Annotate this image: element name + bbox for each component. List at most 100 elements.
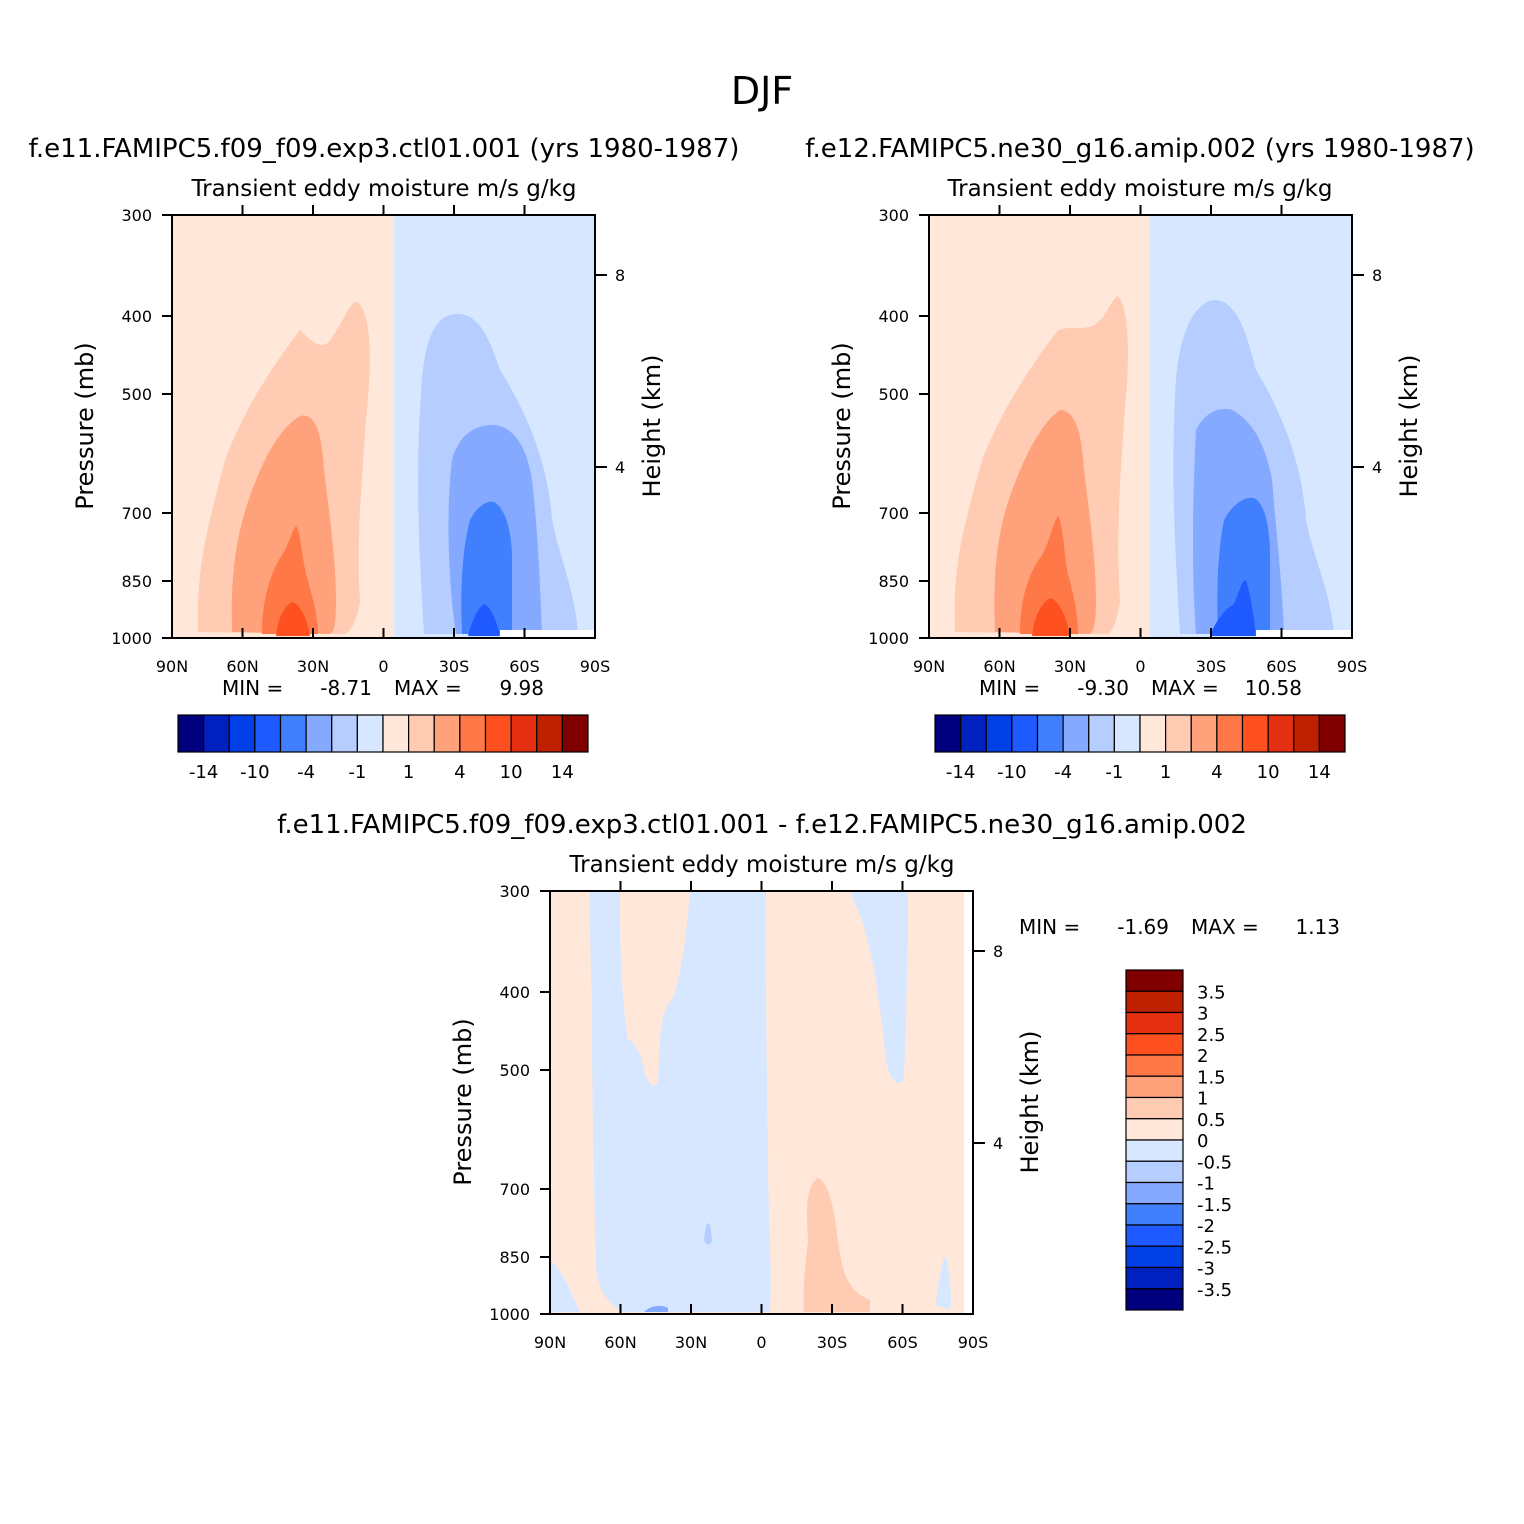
colorbar-label: 2.5 <box>1197 1025 1226 1046</box>
p3-ytick-label: 400 <box>499 983 530 1002</box>
colorbar-swatch <box>1125 1096 1184 1120</box>
colorbar-label: 10 <box>500 762 523 783</box>
p1-ytick-label: 300 <box>121 206 152 225</box>
colorbar-label: -10 <box>240 762 269 783</box>
p2-fill-missing <box>1256 630 1352 638</box>
p2-xtick-label: 90N <box>913 657 945 676</box>
p3-max-value: 1.13 <box>1295 915 1340 939</box>
p1-ylabel: Pressure (mb) <box>71 342 99 509</box>
p1-xtick-label: 60N <box>226 657 258 676</box>
p3-min-label: MIN = <box>1019 915 1080 939</box>
colorbar-swatch <box>203 714 230 753</box>
p1-fill-pos-2 <box>231 415 336 634</box>
p1-ytick-label: 700 <box>121 504 152 523</box>
colorbar-swatch <box>254 714 282 753</box>
colorbar-swatch <box>1088 714 1115 753</box>
p2-xtick-label: 60N <box>983 657 1015 676</box>
panel-1-title: f.e11.FAMIPC5.f09_f09.exp3.ctl01.001 (yr… <box>29 134 740 164</box>
p3-xtick-label: 60S <box>887 1333 918 1352</box>
p3-fill-pos-2 <box>803 1178 870 1312</box>
colorbar-label: -4 <box>1054 762 1072 783</box>
colorbar-swatch <box>356 714 384 753</box>
p1-fill-pos-3 <box>262 526 318 634</box>
colorbar-label: 1 <box>1197 1089 1208 1110</box>
p3-max-label: MAX = <box>1191 915 1259 939</box>
p2-xtick-label: 0 <box>1135 657 1145 676</box>
p3-xtick-label: 30S <box>817 1333 848 1352</box>
colorbar-label: 1.5 <box>1197 1067 1226 1088</box>
colorbar-swatch <box>1011 714 1039 753</box>
p3-ytick-label: 1000 <box>489 1305 530 1324</box>
colorbar-swatch <box>331 714 358 753</box>
p2-min-label: MIN = <box>979 676 1040 700</box>
p2-xtick-label: 30N <box>1054 657 1086 676</box>
colorbar-swatch <box>1125 1203 1184 1226</box>
p2-yright-tick-label: 4 <box>1372 458 1382 477</box>
p2-fill-pos-2 <box>994 410 1096 634</box>
colorbar-swatch <box>459 714 487 753</box>
p1-ytick-label: 850 <box>121 572 152 591</box>
colorbar-swatch <box>1165 714 1192 753</box>
p1-min-label: MIN = <box>222 676 283 700</box>
p2-ytick-label: 300 <box>878 206 909 225</box>
p2-xtick-label: 60S <box>1266 657 1297 676</box>
colorbar-swatch <box>536 714 563 753</box>
colorbar-swatch <box>1125 1139 1184 1162</box>
p3-ytick-label: 500 <box>499 1061 530 1080</box>
panel-2-title: f.e12.FAMIPC5.ne30_g16.amip.002 (yrs 198… <box>805 134 1474 164</box>
colorbar-swatch <box>1125 1033 1184 1056</box>
p1-max-label: MAX = <box>394 676 462 700</box>
p2-xtick-label: 90S <box>1337 657 1368 676</box>
panel-2-axes: 90N 60N 30N 0 30S 60S 90S 300 400 500 70… <box>828 205 1423 676</box>
p1-max-value: 9.98 <box>499 676 544 700</box>
colorbar-swatch <box>960 714 987 753</box>
colorbar-swatch <box>1125 1075 1184 1099</box>
colorbar-label: 3 <box>1197 1004 1208 1025</box>
p1-xtick-label: 30S <box>439 657 470 676</box>
p2-ytick-label: 400 <box>878 307 909 326</box>
colorbar-label: 3.5 <box>1197 982 1226 1003</box>
colorbar-label: -2.5 <box>1197 1237 1232 1258</box>
colorbar-label: -1 <box>1105 762 1123 783</box>
p1-ytick-label: 400 <box>121 307 152 326</box>
p2-max-value: 10.58 <box>1245 676 1302 700</box>
p1-fill-pos-4 <box>276 602 310 636</box>
colorbar-swatch <box>510 714 538 753</box>
p3-ytick-label: 300 <box>499 882 530 901</box>
colorbar-swatch <box>561 714 589 753</box>
p3-ylabel-right: Height (km) <box>1016 1031 1044 1174</box>
p3-fill-neg-right <box>850 891 908 1084</box>
colorbar-label: -10 <box>997 762 1026 783</box>
p3-fill-neg-dot <box>704 1223 712 1245</box>
colorbar-label: 2 <box>1197 1046 1208 1067</box>
p1-fill-neg-3 <box>461 501 512 634</box>
p1-ytick-label: 500 <box>121 385 152 404</box>
p2-fill-neg-4 <box>1210 580 1256 636</box>
p1-xtick-label: 30N <box>297 657 329 676</box>
colorbar-swatch <box>1139 714 1167 753</box>
p3-fill-neg-left <box>550 1260 580 1312</box>
colorbar-label: -3 <box>1197 1259 1215 1280</box>
p2-ylabel: Pressure (mb) <box>828 342 856 509</box>
colorbar-swatch <box>1125 1181 1184 1205</box>
colorbar-swatch <box>1113 714 1141 753</box>
colorbar-label: -14 <box>189 762 218 783</box>
p2-fill-pos-4 <box>1032 598 1070 636</box>
p1-min-value: -8.71 <box>320 676 372 700</box>
p1-xtick-label: 60S <box>509 657 540 676</box>
colorbar-swatch <box>985 714 1013 753</box>
panel-3-contours <box>550 891 973 1314</box>
colorbar-swatch <box>1062 714 1090 753</box>
colorbar-swatch <box>1125 1054 1184 1077</box>
colorbar-swatch <box>1125 1224 1184 1247</box>
colorbar-swatch <box>1125 1118 1184 1141</box>
colorbar-swatch <box>1241 714 1269 753</box>
panel-1-contours <box>172 215 595 638</box>
colorbar-swatch <box>177 714 205 753</box>
panel-3: f.e11.FAMIPC5.f09_f09.exp3.ctl01.001 - f… <box>277 810 1340 1352</box>
p1-ticks <box>162 205 607 639</box>
colorbar-label: -2 <box>1197 1216 1215 1237</box>
p2-ytick-label: 1000 <box>868 629 909 648</box>
page-title: DJF <box>731 69 793 113</box>
p3-xtick-label: 30N <box>675 1333 707 1352</box>
